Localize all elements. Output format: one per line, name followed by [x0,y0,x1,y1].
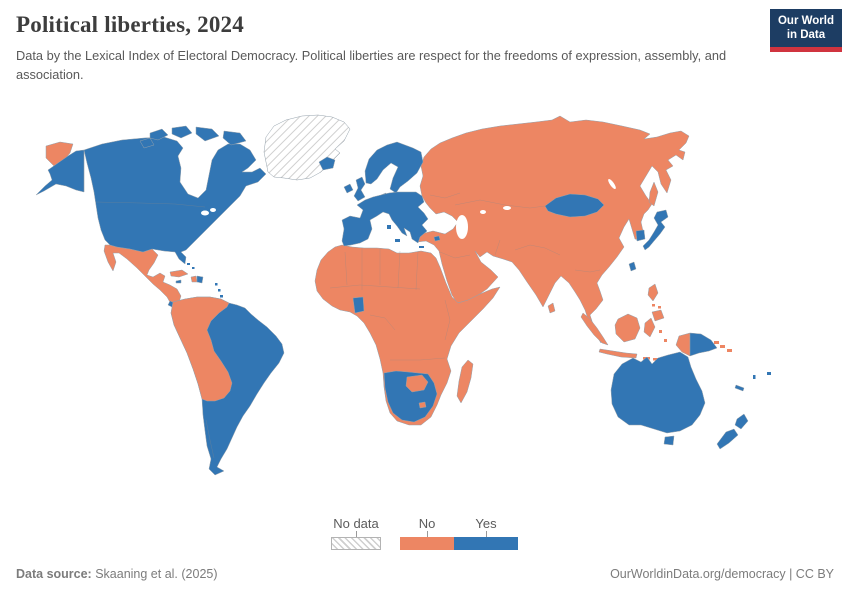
region-greenland[interactable] [263,114,351,181]
region-botswana[interactable] [405,374,429,393]
region-trinidad[interactable] [220,295,223,298]
owid-logo: Our World in Data [769,9,842,52]
region-sumatra[interactable] [580,312,609,346]
region-bahamas-2[interactable] [192,267,195,269]
country-borders [83,152,601,459]
subtitle: Data by the Lexical Index of Electoral D… [16,48,727,83]
region-arctic-island-3[interactable] [195,126,220,142]
region-timor[interactable] [653,358,659,361]
legend-swatch-no-data[interactable] [331,537,381,550]
aral-sea [480,210,486,214]
region-philippines-luzon[interactable] [647,283,659,302]
region-south-korea[interactable] [635,229,646,242]
legend-swatch-no[interactable] [400,537,454,550]
legend-swatch-yes[interactable] [454,537,518,550]
region-lesotho[interactable] [418,401,427,409]
region-iceland[interactable] [318,156,336,171]
region-madagascar[interactable] [456,359,474,404]
region-cuba[interactable] [169,269,189,278]
data-source-label: Data source: [16,567,92,581]
region-solomons-1[interactable] [714,341,719,344]
region-antilles-1[interactable] [215,283,218,286]
great-lakes-1 [201,210,209,216]
region-nz-south-island[interactable] [716,428,739,450]
region-scandinavia[interactable] [364,141,424,194]
region-haiti[interactable] [190,275,198,283]
region-sicily[interactable] [395,239,400,242]
region-arctic-island-5[interactable] [139,137,155,149]
region-moluccas-2[interactable] [664,339,667,342]
header: Political liberties, 2024 Data by the Le… [16,12,834,84]
black-sea [426,219,446,229]
region-arctic-island-2[interactable] [171,125,193,139]
region-canada-usa[interactable] [83,136,267,265]
owid-logo-line2: in Data [786,29,826,42]
region-java[interactable] [598,348,638,359]
data-source-value: Skaaning et al. (2025) [91,567,218,581]
region-jamaica[interactable] [175,279,182,284]
legend-label-no: No [418,516,436,531]
region-crete[interactable] [419,246,424,248]
legend-tick-no [427,531,428,537]
region-great-britain[interactable] [353,176,366,202]
region-mongolia[interactable] [544,193,605,218]
data-source: Data source: Skaaning et al. (2025) [16,567,218,581]
region-cyprus[interactable] [433,235,441,242]
region-alaska[interactable] [35,149,85,196]
region-ireland[interactable] [343,183,354,194]
region-arctic-island-4[interactable] [222,130,247,146]
region-fiji[interactable] [767,372,771,375]
legend-label-no-data: No data [333,516,379,531]
region-new-caledonia[interactable] [734,384,745,392]
credit-link[interactable]: OurWorldinData.org/democracy | CC BY [610,567,834,581]
region-new-guinea-east[interactable] [689,332,718,357]
region-nz-north-island[interactable] [734,413,749,430]
region-visayas-2[interactable] [658,306,661,309]
legend-tick-yes [486,531,487,537]
region-sardinia[interactable] [387,225,391,229]
region-philippines-mindanao[interactable] [651,309,665,322]
region-japan[interactable] [642,209,669,251]
region-bahamas-1[interactable] [187,263,190,265]
region-visayas-1[interactable] [652,304,655,307]
region-sulawesi[interactable] [643,317,656,338]
region-sakhalin[interactable] [648,181,659,207]
lake-baikal [608,178,616,190]
region-dominican-republic[interactable] [196,275,204,284]
region-africa[interactable] [314,244,501,426]
region-antilles-2[interactable] [218,289,221,292]
region-moluccas-1[interactable] [659,330,662,333]
owid-logo-line1: Our World [777,15,834,27]
region-solomons-3[interactable] [727,349,732,352]
region-arctic-island-1[interactable] [149,128,169,141]
lake-balkhash [503,206,511,210]
region-andean-band[interactable] [170,296,233,402]
legend-label-yes: Yes [475,516,497,531]
region-europe-mainland[interactable] [341,191,429,247]
great-lakes-2 [210,208,216,212]
region-solomons-2[interactable] [720,345,725,348]
region-australia[interactable] [610,351,706,434]
region-tasmania[interactable] [663,435,675,446]
legend-tick-no-data [356,531,357,537]
region-vanuatu[interactable] [753,375,756,379]
region-ghana[interactable] [352,296,365,314]
page-title: Political liberties, 2024 [16,12,244,37]
region-borneo[interactable] [614,313,641,343]
region-taiwan[interactable] [628,261,637,272]
region-sri-lanka[interactable] [547,302,556,314]
caspian-sea [456,215,468,239]
map-legend: No data No Yes [0,514,850,556]
